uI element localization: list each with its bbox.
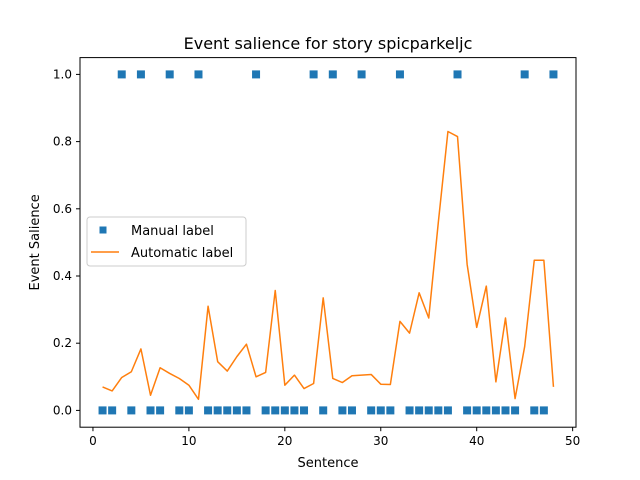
x-tick-label: 40 — [469, 434, 484, 448]
manual-label-point — [357, 70, 366, 79]
legend-manual-marker — [99, 226, 107, 234]
manual-label-point — [549, 70, 558, 79]
chart-title: Event salience for story spicparkeljc — [184, 34, 473, 53]
manual-label-point — [146, 406, 155, 415]
manual-label-point — [232, 406, 241, 415]
manual-label-point — [204, 406, 213, 415]
manual-label-point — [242, 406, 251, 415]
manual-label-point — [405, 406, 414, 415]
y-tick-label: 0.2 — [53, 336, 72, 350]
manual-label-point — [443, 406, 452, 415]
manual-label-point — [511, 406, 520, 415]
manual-label-point — [376, 406, 385, 415]
manual-label-point — [156, 406, 165, 415]
manual-label-point — [136, 70, 145, 79]
legend-automatic-label: Automatic label — [131, 246, 233, 261]
manual-label-point — [415, 406, 424, 415]
y-tick-label: 0.6 — [53, 202, 72, 216]
manual-label-point — [194, 70, 203, 79]
x-tick-label: 20 — [277, 434, 292, 448]
manual-label-point — [539, 406, 548, 415]
manual-label-point — [386, 406, 395, 415]
manual-label-point — [434, 406, 443, 415]
x-tick-label: 50 — [565, 434, 580, 448]
manual-label-point — [300, 406, 309, 415]
y-axis-label: Event Salience — [28, 194, 43, 290]
y-tick-label: 0.8 — [53, 135, 72, 149]
y-tick-label: 0.0 — [53, 403, 72, 417]
manual-label-point — [213, 406, 222, 415]
y-tick-label: 1.0 — [53, 67, 72, 81]
manual-label-point — [98, 406, 107, 415]
manual-label-point — [520, 70, 529, 79]
x-tick-label: 30 — [373, 434, 388, 448]
ticks-layer: 0 10 20 30 40 50 0.0 0.2 0.4 0.6 0.8 1.0 — [53, 67, 580, 448]
manual-label-point — [347, 406, 356, 415]
manual-label-point — [491, 406, 500, 415]
manual-label-point — [127, 406, 136, 415]
manual-label-point — [530, 406, 539, 415]
manual-label-point — [482, 406, 491, 415]
manual-label-point — [463, 406, 472, 415]
manual-label-point — [472, 406, 481, 415]
manual-label-point — [175, 406, 184, 415]
axes-layer — [79, 57, 577, 428]
plot-layer — [98, 70, 558, 415]
manual-label-point — [319, 406, 328, 415]
manual-label-point — [395, 70, 404, 79]
manual-label-point — [453, 70, 462, 79]
manual-label-point — [338, 406, 347, 415]
x-axis-label: Sentence — [298, 456, 359, 471]
manual-label-point — [271, 406, 280, 415]
manual-label-point — [252, 70, 261, 79]
x-tick-label: 10 — [181, 434, 196, 448]
manual-label-point — [424, 406, 433, 415]
automatic-label-line — [102, 130, 555, 401]
legend: Manual label Automatic label — [86, 216, 247, 267]
manual-label-point — [108, 406, 117, 415]
manual-label-point — [501, 406, 510, 415]
manual-label-point — [117, 70, 126, 79]
manual-label-point — [280, 406, 289, 415]
manual-label-point — [165, 70, 174, 79]
manual-label-point — [261, 406, 270, 415]
manual-label-point — [328, 70, 337, 79]
y-tick-label: 0.4 — [53, 269, 72, 283]
axes-frame — [79, 57, 577, 428]
manual-label-point — [309, 70, 318, 79]
manual-label-point — [290, 406, 299, 415]
x-tick-label: 0 — [89, 434, 97, 448]
legend-box — [86, 216, 247, 267]
manual-label-point — [367, 406, 376, 415]
legend-manual-label: Manual label — [131, 224, 214, 239]
manual-label-point — [184, 406, 193, 415]
manual-label-point — [223, 406, 232, 415]
